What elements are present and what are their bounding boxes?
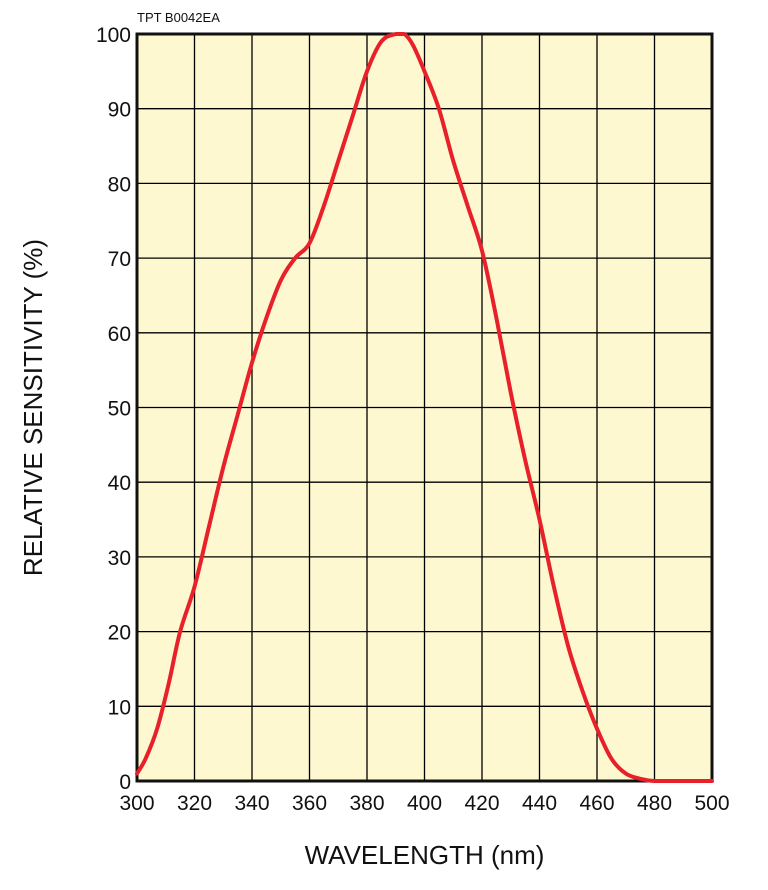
x-tick-label-4: 380	[349, 792, 384, 815]
y-tick-label-1: 10	[108, 696, 131, 719]
x-tick-label-2: 340	[234, 792, 269, 815]
x-tick-label-8: 460	[579, 792, 614, 815]
y-tick-label-7: 70	[108, 248, 131, 271]
x-tick-label-6: 420	[464, 792, 499, 815]
y-tick-label-4: 40	[108, 472, 131, 495]
y-tick-label-6: 60	[108, 323, 131, 346]
y-tick-label-3: 30	[108, 547, 131, 570]
y-axis-title: RELATIVE SENSITIVITY (%)	[18, 239, 48, 576]
x-tick-label-9: 480	[637, 792, 672, 815]
y-tick-label-5: 50	[108, 398, 131, 421]
y-tick-label-2: 20	[108, 622, 131, 645]
plot-frame	[135, 32, 714, 783]
x-tick-label-10: 500	[694, 792, 729, 815]
x-tick-label-0: 300	[119, 792, 154, 815]
x-tick-labels: 300 320 340 360 380 400 420 440 460 480 500	[119, 792, 729, 815]
y-tick-label-10: 100	[96, 24, 131, 47]
x-tick-label-5: 400	[407, 792, 442, 815]
x-tick-label-1: 320	[177, 792, 212, 815]
y-tick-label-0: 0	[119, 771, 131, 794]
y-tick-labels: 0 10 20 30 40 50 60 70 80 90 100	[96, 24, 131, 794]
figure-code: TPT B0042EA	[137, 10, 220, 25]
sensitivity-curve	[135, 32, 714, 783]
x-tick-label-3: 360	[292, 792, 327, 815]
y-tick-label-8: 80	[108, 173, 131, 196]
y-tick-label-9: 90	[108, 99, 131, 122]
x-tick-label-7: 440	[522, 792, 557, 815]
x-axis-title: WAVELENGTH (nm)	[305, 840, 545, 870]
